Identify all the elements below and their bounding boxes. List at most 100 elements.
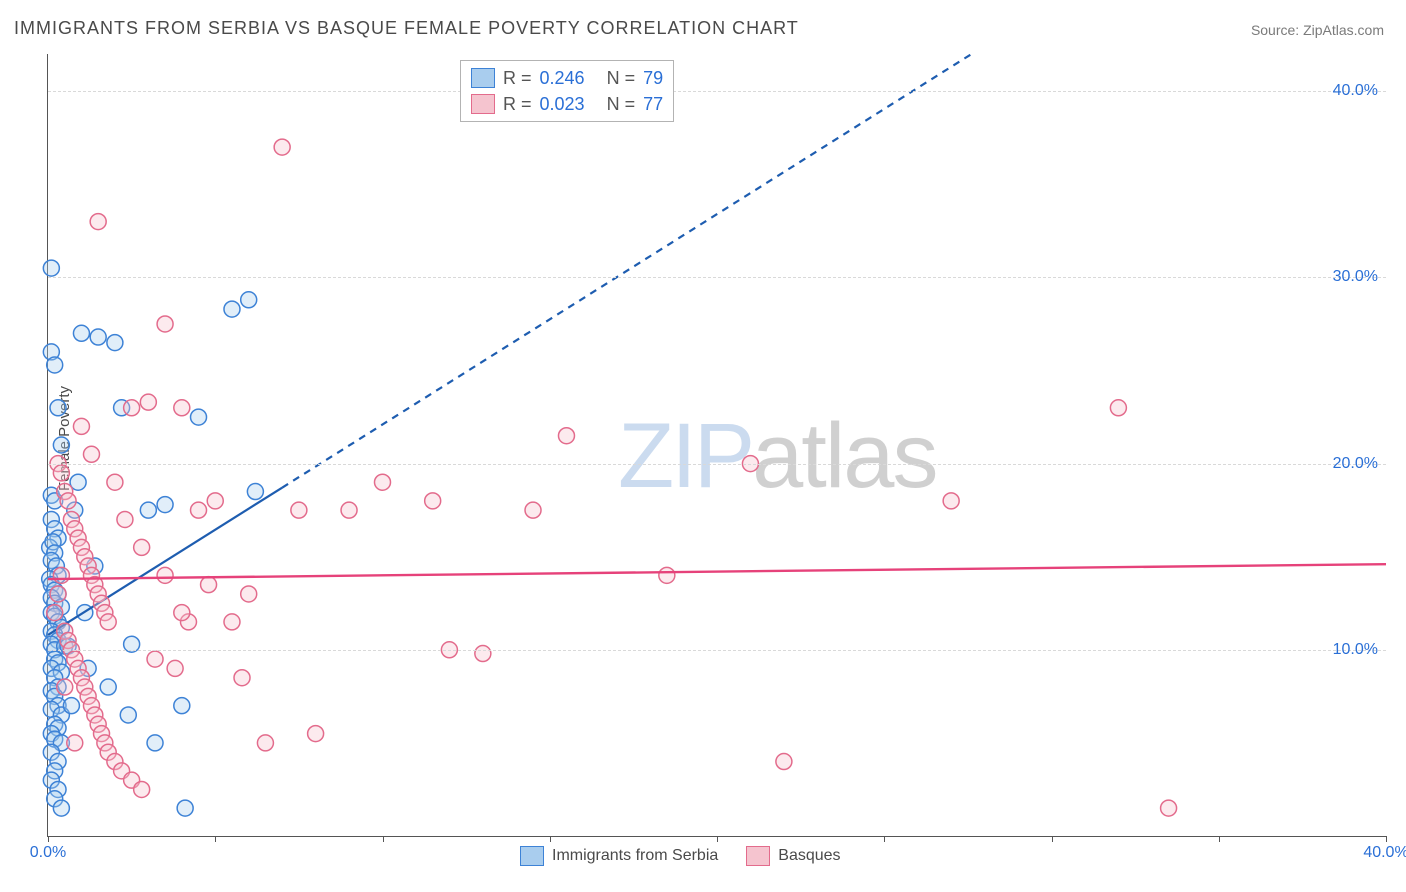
legend-correlation-box: R = 0.246 N = 79 R = 0.023 N = 77 <box>460 60 674 122</box>
scatter-point-basque <box>425 493 441 509</box>
scatter-point-basque <box>83 446 99 462</box>
scatter-point-serbia <box>191 409 207 425</box>
scatter-point-serbia <box>63 698 79 714</box>
scatter-point-serbia <box>241 292 257 308</box>
legend-r-label: R = <box>503 65 532 91</box>
x-tick <box>884 836 885 842</box>
x-tick <box>550 836 551 842</box>
scatter-point-basque <box>100 614 116 630</box>
scatter-point-basque <box>53 567 69 583</box>
legend-rn-row-basque: R = 0.023 N = 77 <box>471 91 663 117</box>
scatter-point-basque <box>776 754 792 770</box>
scatter-point-basque <box>475 646 491 662</box>
y-tick-label: 10.0% <box>1333 641 1378 659</box>
scatter-point-basque <box>1110 400 1126 416</box>
scatter-point-serbia <box>247 484 263 500</box>
scatter-point-serbia <box>73 325 89 341</box>
scatter-point-basque <box>1161 800 1177 816</box>
scatter-point-basque <box>943 493 959 509</box>
x-tick-label: 0.0% <box>30 844 66 862</box>
gridline <box>48 650 1386 651</box>
legend-n-label: N = <box>607 65 636 91</box>
scatter-point-basque <box>234 670 250 686</box>
legend-item-serbia: Immigrants from Serbia <box>520 846 718 866</box>
scatter-point-serbia <box>53 437 69 453</box>
scatter-point-basque <box>124 400 140 416</box>
scatter-point-serbia <box>224 301 240 317</box>
x-tick <box>1052 836 1053 842</box>
legend-r-value: 0.246 <box>540 65 585 91</box>
scatter-point-basque <box>107 474 123 490</box>
scatter-point-serbia <box>107 335 123 351</box>
scatter-point-basque <box>140 394 156 410</box>
legend-r-label: R = <box>503 91 532 117</box>
scatter-point-basque <box>167 660 183 676</box>
scatter-point-basque <box>659 567 675 583</box>
legend-item-label: Basques <box>778 847 840 865</box>
scatter-point-basque <box>525 502 541 518</box>
scatter-point-basque <box>224 614 240 630</box>
scatter-point-serbia <box>177 800 193 816</box>
scatter-point-serbia <box>157 497 173 513</box>
scatter-point-serbia <box>120 707 136 723</box>
legend-n-value: 77 <box>643 91 663 117</box>
scatter-point-serbia <box>174 698 190 714</box>
scatter-point-basque <box>60 493 76 509</box>
scatter-point-basque <box>274 139 290 155</box>
x-tick-label: 40.0% <box>1363 844 1406 862</box>
y-tick-label: 20.0% <box>1333 455 1378 473</box>
x-tick <box>383 836 384 842</box>
source-label: Source: ZipAtlas.com <box>1251 22 1384 38</box>
scatter-point-basque <box>174 400 190 416</box>
legend-swatch-serbia <box>471 68 495 88</box>
scatter-point-serbia <box>147 735 163 751</box>
legend-swatch-basque <box>746 846 770 866</box>
scatter-point-basque <box>207 493 223 509</box>
x-tick <box>215 836 216 842</box>
scatter-point-basque <box>53 465 69 481</box>
scatter-point-basque <box>375 474 391 490</box>
legend-n-label: N = <box>607 91 636 117</box>
plot-svg <box>48 54 1386 836</box>
legend-swatch-basque <box>471 94 495 114</box>
scatter-point-basque <box>50 586 66 602</box>
scatter-point-basque <box>147 651 163 667</box>
scatter-point-basque <box>157 316 173 332</box>
scatter-point-basque <box>67 735 83 751</box>
scatter-point-serbia <box>50 400 66 416</box>
scatter-point-serbia <box>47 357 63 373</box>
legend-series: Immigrants from Serbia Basques <box>520 846 841 866</box>
legend-item-label: Immigrants from Serbia <box>552 847 718 865</box>
chart-title: IMMIGRANTS FROM SERBIA VS BASQUE FEMALE … <box>14 18 799 39</box>
legend-item-basque: Basques <box>746 846 840 866</box>
scatter-point-basque <box>341 502 357 518</box>
scatter-point-basque <box>157 567 173 583</box>
scatter-point-basque <box>241 586 257 602</box>
plot-area: ZIPatlas 10.0%20.0%30.0%40.0%0.0%40.0% <box>47 54 1386 837</box>
scatter-point-serbia <box>53 800 69 816</box>
scatter-point-serbia <box>100 679 116 695</box>
scatter-point-basque <box>73 418 89 434</box>
scatter-point-basque <box>134 781 150 797</box>
legend-n-value: 79 <box>643 65 663 91</box>
scatter-point-basque <box>558 428 574 444</box>
scatter-point-basque <box>308 726 324 742</box>
x-tick <box>48 836 49 842</box>
scatter-point-basque <box>47 605 63 621</box>
y-tick-label: 30.0% <box>1333 268 1378 286</box>
x-tick <box>717 836 718 842</box>
scatter-point-basque <box>191 502 207 518</box>
trend-line-basque <box>48 564 1386 579</box>
scatter-point-basque <box>117 511 133 527</box>
scatter-point-basque <box>201 577 217 593</box>
gridline <box>48 464 1386 465</box>
scatter-point-basque <box>134 539 150 555</box>
gridline <box>48 277 1386 278</box>
x-tick <box>1219 836 1220 842</box>
scatter-point-basque <box>57 679 73 695</box>
scatter-point-serbia <box>140 502 156 518</box>
x-tick <box>1386 836 1387 842</box>
scatter-point-serbia <box>43 260 59 276</box>
legend-r-value: 0.023 <box>540 91 585 117</box>
scatter-point-serbia <box>90 329 106 345</box>
